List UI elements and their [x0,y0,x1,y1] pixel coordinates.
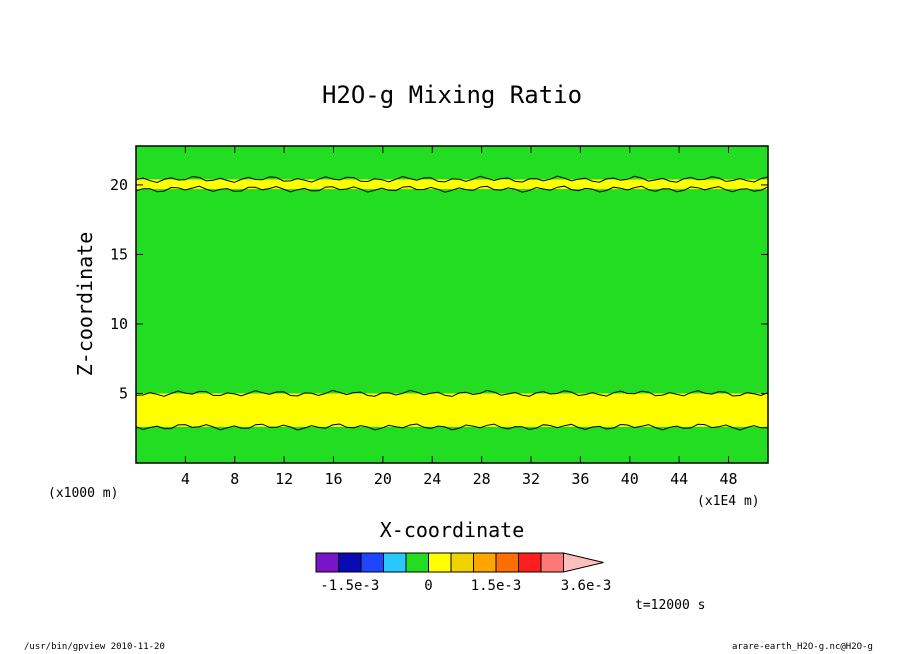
x-tick-label: 24 [423,470,441,488]
y-tick-label: 20 [110,176,128,194]
colorbar-swatch [428,552,452,573]
x-tick-label: 40 [621,470,639,488]
colorbar-extend-triangle [563,552,604,573]
time-label: t=12000 s [635,598,705,613]
x-tick-label: 44 [670,470,688,488]
x-tick-label: 16 [324,470,342,488]
colorbar-label: -1.5e-3 [320,578,379,594]
y-tick-label: 5 [119,384,128,402]
x-unit-left: (x1000 m) [48,486,118,501]
colorbar-swatch [315,552,339,573]
x-tick-label: 32 [522,470,540,488]
x-tick-label: 28 [473,470,491,488]
colorbar-label: 3.6e-3 [561,578,612,594]
colorbar-label: 0 [424,578,432,594]
colorbar-swatch [495,552,519,573]
contour-band-2 [136,189,768,394]
x-tick-label: 8 [230,470,239,488]
x-axis-ticks: 4 8 12 16 20 24 28 32 36 40 44 48 [181,146,738,488]
colorbar-labels: -1.5e-3 0 1.5e-3 3.6e-3 [320,578,611,594]
contour-band-4 [136,146,768,180]
chart-title: H2O-g Mixing Ratio [322,81,582,109]
colorbar-swatch [383,552,407,573]
footer-left: /usr/bin/gpview 2010-11-20 [24,642,165,652]
x-tick-label: 36 [571,470,589,488]
y-tick-label: 10 [110,315,128,333]
x-tick-label: 20 [374,470,392,488]
plot-frame [135,145,769,464]
plot-area [135,145,769,464]
colorbar-swatch [540,552,564,573]
y-tick-label: 15 [110,245,128,263]
colorbar-swatch [338,552,362,573]
footer-right: arare-earth_H2O-g.nc@H2O-g [732,642,873,652]
contour-band-3 [136,179,768,190]
contour-line-2 [135,185,769,193]
x-tick-label: 4 [181,470,190,488]
colorbar-swatch [405,552,429,573]
y-axis-ticks: 5 10 15 20 [110,176,768,402]
colorbar-swatch [473,552,497,573]
colorbar [315,552,604,573]
x-unit-right: (x1E4 m) [697,494,760,509]
colorbar-swatch [450,552,474,573]
contour-line-1 [135,389,769,397]
contour-band-1 [136,393,768,427]
contour-line-0 [135,423,768,431]
y-axis-label: Z-coordinate [73,232,97,377]
contour-line-3 [135,175,769,184]
colorbar-swatch [360,552,384,573]
colorbar-swatch [518,552,542,573]
contour-band-0 [136,426,768,461]
x-tick-label: 48 [719,470,737,488]
x-axis-label: X-coordinate [380,518,525,542]
x-tick-label: 12 [275,470,293,488]
colorbar-label: 1.5e-3 [471,578,522,594]
